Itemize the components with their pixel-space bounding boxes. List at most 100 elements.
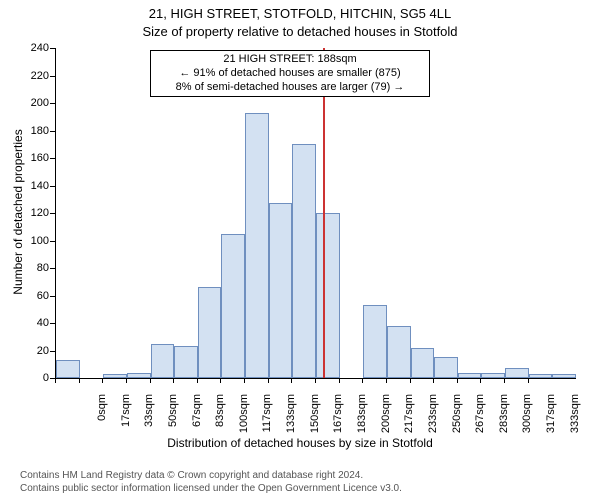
histogram-bar	[292, 144, 316, 378]
x-tick-mark	[268, 378, 269, 383]
y-tick-mark	[50, 76, 55, 77]
x-tick-label: 0sqm	[96, 394, 108, 444]
x-tick-label: 33sqm	[143, 394, 155, 444]
histogram-bar	[316, 213, 340, 378]
x-tick-label: 183sqm	[356, 394, 368, 444]
y-tick-label: 140	[25, 180, 49, 192]
x-tick-mark	[126, 378, 127, 383]
histogram-bar	[221, 234, 245, 378]
histogram-bar	[505, 368, 529, 378]
y-tick-label: 80	[25, 262, 49, 274]
x-tick-label: 233sqm	[427, 394, 439, 444]
y-tick-label: 160	[25, 152, 49, 164]
histogram-bar	[363, 305, 387, 378]
footnote-line-1: Contains HM Land Registry data © Crown c…	[20, 470, 363, 481]
x-tick-mark	[386, 378, 387, 383]
x-tick-mark	[457, 378, 458, 383]
x-tick-label: 217sqm	[403, 394, 415, 444]
x-tick-label: 100sqm	[238, 394, 250, 444]
annotation-line-2: ← 91% of detached houses are smaller (87…	[155, 67, 425, 81]
y-tick-mark	[50, 351, 55, 352]
y-tick-mark	[50, 186, 55, 187]
y-tick-label: 0	[25, 372, 49, 384]
x-tick-mark	[339, 378, 340, 383]
y-tick-label: 200	[25, 97, 49, 109]
x-tick-label: 200sqm	[380, 394, 392, 444]
histogram-bar	[434, 357, 458, 378]
x-tick-mark	[504, 378, 505, 383]
histogram-bar	[458, 373, 482, 379]
x-tick-mark	[150, 378, 151, 383]
x-tick-label: 150sqm	[309, 394, 321, 444]
y-tick-label: 60	[25, 290, 49, 302]
plot-area	[55, 48, 576, 379]
chart-container: 21, HIGH STREET, STOTFOLD, HITCHIN, SG5 …	[0, 0, 600, 500]
histogram-bar	[103, 374, 127, 378]
x-tick-mark	[79, 378, 80, 383]
x-tick-mark	[173, 378, 174, 383]
x-tick-mark	[480, 378, 481, 383]
y-tick-label: 120	[25, 207, 49, 219]
histogram-bar	[127, 373, 151, 379]
y-tick-label: 100	[25, 235, 49, 247]
x-tick-mark	[291, 378, 292, 383]
x-tick-mark	[528, 378, 529, 383]
histogram-bar	[481, 373, 505, 379]
y-tick-mark	[50, 268, 55, 269]
y-tick-label: 20	[25, 345, 49, 357]
histogram-bar	[529, 374, 553, 378]
histogram-bar	[269, 203, 293, 378]
x-tick-mark	[102, 378, 103, 383]
x-tick-mark	[197, 378, 198, 383]
x-tick-label: 267sqm	[474, 394, 486, 444]
histogram-bar	[552, 374, 576, 378]
y-tick-label: 220	[25, 70, 49, 82]
chart-title-sub: Size of property relative to detached ho…	[0, 24, 600, 39]
y-tick-mark	[50, 296, 55, 297]
y-tick-mark	[50, 103, 55, 104]
y-tick-mark	[50, 131, 55, 132]
annotation-line-1: 21 HIGH STREET: 188sqm	[155, 53, 425, 67]
x-tick-label: 250sqm	[451, 394, 463, 444]
x-tick-label: 167sqm	[332, 394, 344, 444]
x-tick-label: 133sqm	[285, 394, 297, 444]
histogram-bar	[245, 113, 269, 378]
y-tick-mark	[50, 213, 55, 214]
x-tick-mark	[410, 378, 411, 383]
y-tick-mark	[50, 323, 55, 324]
x-tick-label: 117sqm	[261, 394, 273, 444]
reference-line	[323, 48, 325, 378]
x-tick-label: 50sqm	[167, 394, 179, 444]
histogram-bar	[174, 346, 198, 378]
footnote-line-2: Contains public sector information licen…	[20, 483, 402, 494]
x-tick-label: 83sqm	[214, 394, 226, 444]
x-tick-label: 317sqm	[545, 394, 557, 444]
x-tick-mark	[220, 378, 221, 383]
x-tick-label: 67sqm	[191, 394, 203, 444]
x-tick-mark	[55, 378, 56, 383]
histogram-bar	[198, 287, 222, 378]
x-tick-label: 333sqm	[569, 394, 581, 444]
x-tick-mark	[362, 378, 363, 383]
x-axis-label: Distribution of detached houses by size …	[0, 436, 600, 450]
y-tick-label: 180	[25, 125, 49, 137]
histogram-bar	[56, 360, 80, 378]
x-tick-label: 283sqm	[498, 394, 510, 444]
histogram-bar	[151, 344, 175, 378]
x-tick-mark	[433, 378, 434, 383]
y-axis-label: Number of detached properties	[11, 112, 25, 312]
histogram-bar	[387, 326, 411, 378]
annotation-line-3: 8% of semi-detached houses are larger (7…	[155, 81, 425, 95]
annotation-box: 21 HIGH STREET: 188sqm ← 91% of detached…	[150, 50, 430, 97]
y-tick-mark	[50, 241, 55, 242]
histogram-bar	[411, 348, 435, 378]
y-tick-mark	[50, 158, 55, 159]
x-tick-mark	[315, 378, 316, 383]
x-tick-label: 17sqm	[120, 394, 132, 444]
y-tick-mark	[50, 48, 55, 49]
y-tick-label: 40	[25, 317, 49, 329]
y-tick-label: 240	[25, 42, 49, 54]
x-tick-mark	[244, 378, 245, 383]
chart-title-main: 21, HIGH STREET, STOTFOLD, HITCHIN, SG5 …	[0, 6, 600, 21]
x-tick-label: 300sqm	[521, 394, 533, 444]
